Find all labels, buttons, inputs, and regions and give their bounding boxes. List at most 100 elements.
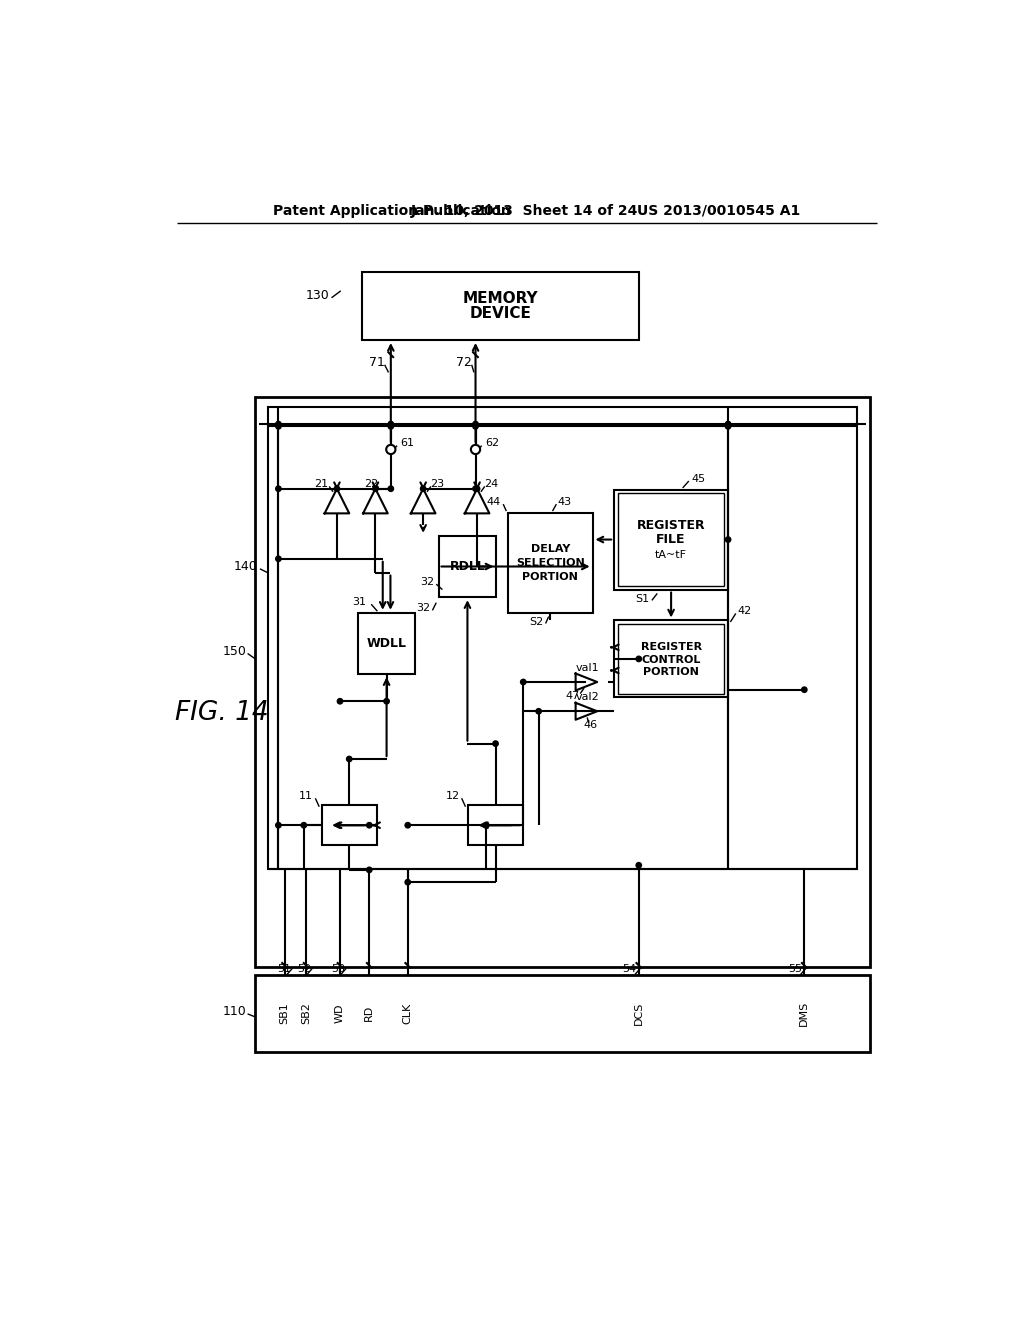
Text: val1: val1 (577, 663, 600, 673)
Text: FIG. 14: FIG. 14 (175, 700, 268, 726)
Text: 12: 12 (445, 791, 460, 801)
Bar (438, 536, 497, 597)
Text: 31: 31 (352, 597, 367, 607)
Circle shape (473, 424, 478, 429)
Text: US 2013/0010545 A1: US 2013/0010545 A1 (637, 203, 801, 218)
Bar (508, 512, 593, 612)
Circle shape (406, 879, 411, 884)
Circle shape (406, 822, 411, 828)
Circle shape (301, 822, 306, 828)
Circle shape (473, 421, 478, 426)
Text: 130: 130 (305, 289, 330, 302)
Text: DEVICE: DEVICE (469, 306, 531, 322)
Text: 23: 23 (430, 479, 444, 490)
Text: RD: RD (365, 1005, 374, 1022)
Text: val2: val2 (577, 693, 600, 702)
Text: 52: 52 (298, 964, 311, 974)
Text: 32: 32 (420, 577, 434, 587)
Text: RDLL: RDLL (450, 560, 485, 573)
Text: SELECTION: SELECTION (516, 557, 585, 568)
Text: 21: 21 (314, 479, 329, 490)
Text: FILE: FILE (656, 533, 686, 546)
Text: 24: 24 (483, 479, 498, 490)
Text: 32: 32 (416, 603, 430, 612)
Circle shape (337, 698, 343, 704)
Circle shape (275, 486, 282, 491)
Bar (468, 805, 523, 845)
Bar (267, 407, 857, 869)
Circle shape (384, 698, 389, 704)
Text: REGISTER: REGISTER (637, 519, 706, 532)
Circle shape (474, 486, 480, 491)
Text: 61: 61 (400, 438, 414, 449)
Text: 51: 51 (278, 964, 292, 974)
Bar (322, 805, 377, 845)
Circle shape (636, 862, 641, 869)
Text: PORTION: PORTION (522, 572, 579, 582)
Text: 44: 44 (486, 496, 501, 507)
Bar (357, 612, 416, 675)
Circle shape (421, 486, 426, 491)
Circle shape (725, 537, 731, 543)
Text: 42: 42 (738, 606, 753, 616)
Text: SB1: SB1 (280, 1002, 290, 1024)
Text: 72: 72 (456, 356, 472, 370)
Text: S2: S2 (529, 616, 544, 627)
Circle shape (346, 756, 352, 762)
Circle shape (275, 822, 282, 828)
Bar (614, 620, 728, 697)
Circle shape (275, 556, 282, 561)
Circle shape (388, 424, 393, 429)
Circle shape (388, 421, 393, 426)
Circle shape (725, 421, 731, 426)
Text: DMS: DMS (800, 1001, 809, 1026)
Bar (614, 490, 728, 590)
Text: CONTROL: CONTROL (641, 655, 700, 665)
Circle shape (367, 867, 372, 873)
Circle shape (373, 486, 378, 491)
Text: tA~tF: tA~tF (655, 550, 687, 560)
Bar (617, 494, 724, 586)
Text: Patent Application Publication: Patent Application Publication (273, 203, 511, 218)
Text: 71: 71 (369, 356, 385, 370)
Circle shape (388, 486, 393, 491)
Text: WD: WD (335, 1003, 345, 1023)
Text: 46: 46 (584, 721, 597, 730)
Text: 47: 47 (565, 690, 580, 701)
Circle shape (473, 486, 478, 491)
Circle shape (275, 424, 282, 429)
Text: SB2: SB2 (301, 1002, 311, 1024)
Text: 54: 54 (623, 964, 637, 974)
Circle shape (483, 822, 489, 828)
Text: CLK: CLK (402, 1002, 413, 1024)
Text: 55: 55 (788, 964, 802, 974)
Circle shape (386, 445, 395, 454)
Circle shape (520, 680, 526, 685)
Circle shape (636, 656, 641, 661)
Text: 11: 11 (299, 791, 313, 801)
Bar (255, 397, 869, 966)
Text: PORTION: PORTION (643, 667, 699, 677)
Bar (617, 624, 724, 693)
Circle shape (493, 741, 499, 746)
Circle shape (725, 424, 731, 429)
Text: DCS: DCS (634, 1002, 644, 1024)
Circle shape (536, 709, 542, 714)
Text: 140: 140 (233, 560, 258, 573)
Text: DELAY: DELAY (530, 544, 570, 554)
Text: REGISTER: REGISTER (641, 643, 701, 652)
Circle shape (802, 686, 807, 693)
Bar (255, 974, 869, 1052)
Circle shape (471, 445, 480, 454)
Text: 53: 53 (332, 964, 345, 974)
Text: MEMORY: MEMORY (463, 290, 538, 306)
Text: WDLL: WDLL (367, 638, 407, 649)
Circle shape (334, 486, 340, 491)
Text: 62: 62 (484, 438, 499, 449)
Text: 43: 43 (557, 496, 571, 507)
Circle shape (275, 421, 282, 426)
Text: 110: 110 (222, 1005, 246, 1018)
Text: 22: 22 (365, 479, 379, 490)
Text: Jan. 10, 2013  Sheet 14 of 24: Jan. 10, 2013 Sheet 14 of 24 (411, 203, 639, 218)
Circle shape (367, 822, 372, 828)
